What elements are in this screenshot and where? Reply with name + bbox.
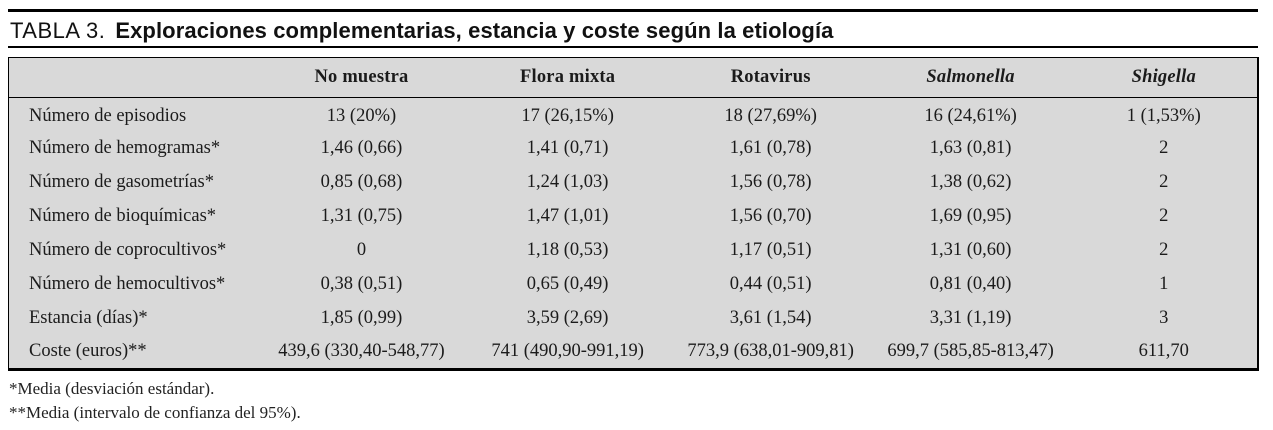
table-cell: 1,31 (0,60) — [929, 240, 1012, 260]
table-cell: 1,56 (0,70) — [729, 206, 812, 226]
table-cell: 3,59 (2,69) — [526, 308, 609, 328]
table-cell: 0,65 (0,49) — [526, 274, 609, 294]
table-caption: TABLA 3. Exploraciones complementarias, e… — [10, 18, 1258, 44]
table-row: Número de coprocultivos* 0 1,18 (0,53) 1,17… — [9, 234, 1259, 268]
table-cell: 1,17 (0,51) — [729, 240, 812, 260]
caption-rule-divider — [8, 46, 1258, 48]
table-cell: 2 — [1159, 172, 1169, 192]
table-cell: 1,47 (1,01) — [526, 206, 609, 226]
row-label: Estancia (días)* — [29, 308, 148, 328]
table-cell: 0,85 (0,68) — [320, 172, 403, 192]
column-header-rotavirus: Rotavirus — [670, 57, 871, 98]
row-label: Número de bioquímicas* — [29, 206, 217, 226]
table-row: Coste (euros)** 439,6 (330,40-548,77) 741 … — [9, 336, 1259, 370]
table-cell: 1,63 (0,81) — [929, 138, 1012, 158]
table-cell: 3 — [1159, 308, 1169, 328]
table-cell: 1,69 (0,95) — [929, 206, 1012, 226]
table-header-row: No muestra Flora mixta Rotavirus Salmonella… — [8, 57, 1258, 98]
table-row: Estancia (días)* 1,85 (0,99) 3,59 (2,69) 3,… — [9, 302, 1259, 336]
table-cell: 1,41 (0,71) — [526, 138, 609, 158]
column-header-shigella: Shigella — [1070, 57, 1258, 98]
table-cell: 611,70 — [1138, 341, 1189, 362]
table-cell: 3,61 (1,54) — [729, 308, 812, 328]
row-label: Número de hemogramas* — [29, 138, 221, 158]
footnote-mean-ci: **Media (intervalo de confianza del 95%)… — [9, 402, 301, 422]
table-cell: 2 — [1159, 240, 1169, 260]
table-cell: 3,31 (1,19) — [929, 308, 1012, 328]
table-cell: 1,31 (0,75) — [320, 206, 403, 226]
table-cell: 1,56 (0,78) — [729, 172, 812, 192]
column-header-salmonella: Salmonella — [870, 57, 1071, 98]
table-row: Número de hemocultivos* 0,38 (0,51) 0,65 (… — [9, 268, 1259, 302]
row-label: Coste (euros)** — [29, 341, 147, 362]
table-cell: 0,38 (0,51) — [320, 274, 403, 294]
table-cell: 1,38 (0,62) — [929, 172, 1012, 192]
row-label: Número de coprocultivos* — [29, 240, 227, 260]
row-label: Número de episodios — [29, 106, 187, 127]
table-row: Número de episodios 13 (20%) 17 (26,15%) 18… — [9, 98, 1259, 132]
table-cell: 1 — [1159, 274, 1169, 294]
row-label: Número de hemocultivos* — [29, 274, 226, 294]
table-cell: 1,24 (1,03) — [526, 172, 609, 192]
top-rule-divider — [8, 9, 1258, 12]
table-cell: 1,85 (0,99) — [320, 308, 403, 328]
table-cell: 0,44 (0,51) — [729, 274, 812, 294]
table-cell: 439,6 (330,40-548,77) — [278, 341, 445, 362]
table-cell: 2 — [1159, 206, 1169, 226]
table-row: Número de bioquímicas* 1,31 (0,75) 1,47 (1… — [9, 200, 1259, 234]
table-cell: 16 (24,61%) — [924, 106, 1017, 127]
table-cell: 1 (1,53%) — [1126, 106, 1201, 127]
table-header: No muestra Flora mixta Rotavirus Salmonella… — [8, 57, 1258, 98]
table-cell: 1,61 (0,78) — [729, 138, 812, 158]
table-cell: 741 (490,90-991,19) — [491, 341, 644, 362]
column-header-empty — [8, 57, 259, 98]
etiology-data-table: No muestra Flora mixta Rotavirus Salmonella… — [8, 57, 1259, 371]
column-header-no-muestra: No muestra — [258, 57, 465, 98]
table-caption-title: Exploraciones complementarias, estancia … — [115, 18, 834, 43]
table-row: Número de hemogramas* 1,46 (0,66) 1,41 (0,… — [9, 132, 1259, 166]
footnote-mean-sd: *Media (desviación estándar). — [9, 379, 215, 398]
table-caption-number: TABLA 3. — [10, 18, 106, 43]
table-cell: 773,9 (638,01-909,81) — [687, 341, 854, 362]
table-row: Número de gasometrías* 0,85 (0,68) 1,24 (1… — [9, 166, 1259, 200]
table-cell: 13 (20%) — [326, 106, 397, 127]
table-cell: 1,18 (0,53) — [526, 240, 609, 260]
table-cell: 17 (26,15%) — [521, 106, 614, 127]
footnotes: *Media (desviación estándar). **Media (i… — [9, 377, 809, 424]
table-cell: 18 (27,69%) — [724, 106, 817, 127]
table-cell: 699,7 (585,85-813,47) — [887, 341, 1054, 362]
table-cell: 0,81 (0,40) — [929, 274, 1012, 294]
table-cell: 0 — [356, 240, 367, 260]
table-cell: 1,46 (0,66) — [320, 138, 403, 158]
column-header-flora-mixta: Flora mixta — [464, 57, 671, 98]
table-cell: 2 — [1159, 138, 1169, 158]
row-label: Número de gasometrías* — [29, 172, 214, 192]
table-body: Número de episodios 13 (20%) 17 (26,15%) 18… — [9, 98, 1259, 370]
